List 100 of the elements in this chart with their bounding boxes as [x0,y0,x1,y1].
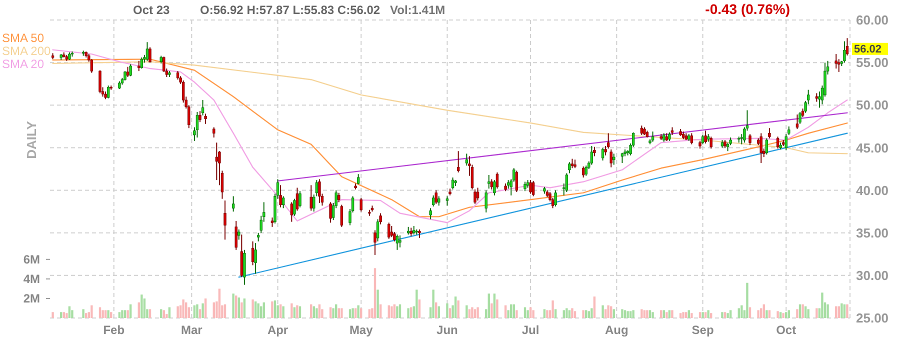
bar [254,301,257,318]
candlestick [318,178,321,204]
candlestick [493,180,496,196]
bar [271,301,274,318]
text: -0.43 (0.76%) [705,1,790,17]
candlestick [604,146,607,156]
bar [621,309,624,318]
series-label: SMA 20 [2,57,44,71]
candlestick [438,196,440,206]
bar [516,310,518,318]
bar [476,307,479,318]
bar [846,304,848,318]
candlestick [701,134,704,145]
bar [340,308,343,318]
bar [796,309,798,318]
bar [632,310,634,318]
bar [490,303,493,318]
bar [282,306,284,318]
bar [582,310,584,318]
bar [357,305,360,318]
candlestick [760,132,762,164]
x-tick-label: Feb [103,323,125,337]
y2-tick-label: 2M [23,292,40,306]
bar [332,308,334,318]
bar [721,312,724,318]
bar [318,304,321,318]
bar [568,310,571,318]
bar [604,309,607,318]
series-label: SMA 50 [2,31,44,45]
bar [466,305,468,318]
candlestick [524,181,526,192]
y-tick-label: 45.00 [856,140,889,156]
bar [660,310,662,318]
bar [448,308,452,318]
candlestick [234,220,238,250]
candlestick [451,177,454,190]
candlestick [593,146,596,157]
bar [290,303,293,318]
x-tick-label: Aug [605,323,628,337]
bar [571,308,574,318]
bar [543,309,546,318]
series-label: SMA 200 [2,44,52,58]
bar [766,310,768,318]
candlestick [610,148,612,168]
bar [762,304,765,318]
bar [798,304,802,318]
candlestick [204,113,207,124]
candlestick [474,188,476,204]
candlestick [456,150,460,173]
candlestick [768,128,771,139]
bar [552,300,554,318]
candlestick [198,110,202,123]
candlestick [338,192,340,203]
bar [785,312,788,318]
y-tick-label: 35.00 [856,225,889,240]
bar [252,299,254,318]
bar [468,309,471,318]
bar [238,297,240,318]
text: O:56.92 H:57.87 L:55.83 C:56.02 [200,3,380,17]
candlestick [515,170,518,192]
bar [666,312,668,318]
bar [710,313,712,318]
candlestick [434,190,438,204]
candlestick [254,242,257,274]
bar [232,294,234,318]
bar [202,303,204,318]
candlestick [212,126,216,138]
y-tick-label: 60.00 [856,12,889,28]
candlestick [484,190,488,213]
bar [588,311,590,318]
x-tick-label: Apr [267,323,288,337]
candlestick [748,134,752,146]
y-tick-label: 30.00 [856,268,889,283]
candlestick [360,197,362,212]
bar [688,310,690,318]
y-tick-label: 55.00 [856,55,889,70]
bar [348,309,352,318]
bar [646,310,648,318]
bar [652,312,654,318]
candlestick [784,134,788,151]
bar [376,290,379,318]
candlestick [390,226,394,238]
candlestick [496,172,499,190]
candlestick [224,200,226,240]
candlestick [310,184,312,212]
candlestick [565,172,568,192]
bar [682,312,684,318]
bar [235,296,238,318]
candlestick [270,217,274,228]
candlestick [846,38,849,56]
candlestick [240,234,244,278]
y2-tick-label: 6M [23,252,40,267]
bar [643,310,646,318]
bar [779,312,782,318]
x-tick-label: Mar [180,323,203,337]
bar [390,306,393,318]
candlestick [476,187,480,202]
candlestick [796,114,799,130]
bar [724,312,726,318]
bar [760,308,762,318]
